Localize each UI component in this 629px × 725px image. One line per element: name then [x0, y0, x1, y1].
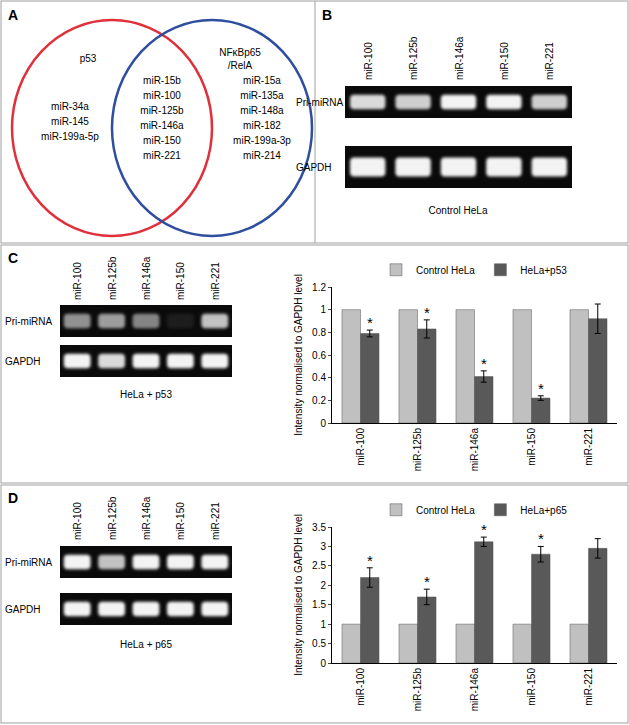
- svg-text:B: B: [322, 7, 332, 23]
- svg-text:GAPDH: GAPDH: [5, 356, 41, 367]
- svg-text:*: *: [538, 380, 544, 397]
- svg-text:0: 0: [320, 658, 326, 669]
- svg-text:*: *: [481, 355, 487, 372]
- svg-text:miR-146a: miR-146a: [140, 120, 184, 131]
- svg-text:miR-221: miR-221: [210, 262, 221, 300]
- svg-text:miR-125b: miR-125b: [140, 105, 184, 116]
- svg-text:miR-146a: miR-146a: [469, 428, 480, 472]
- svg-text:*: *: [481, 521, 487, 538]
- svg-text:*: *: [424, 304, 430, 321]
- svg-text:HeLa+p53: HeLa+p53: [520, 265, 567, 276]
- svg-text:1: 1: [320, 619, 326, 630]
- svg-text:1: 1: [320, 304, 326, 315]
- svg-text:miR-15a: miR-15a: [243, 75, 281, 86]
- svg-text:0.8: 0.8: [312, 327, 326, 338]
- svg-text:*: *: [538, 530, 544, 547]
- svg-text:GAPDH: GAPDH: [296, 162, 332, 173]
- svg-text:*: *: [367, 314, 373, 331]
- svg-text:miR-150: miR-150: [526, 428, 537, 466]
- svg-text:0.5: 0.5: [312, 638, 326, 649]
- svg-text:miR-221: miR-221: [210, 502, 221, 540]
- svg-text:NFκBp65: NFκBp65: [219, 47, 261, 58]
- svg-text:miR-34a: miR-34a: [51, 101, 89, 112]
- svg-text:A: A: [8, 7, 18, 23]
- svg-text:3.5: 3.5: [312, 522, 326, 533]
- svg-text:3: 3: [320, 541, 326, 552]
- svg-text:miR-150: miR-150: [175, 502, 186, 540]
- svg-text:miR-221: miR-221: [583, 668, 594, 706]
- svg-text:*: *: [424, 573, 430, 590]
- svg-text:miR-146a: miR-146a: [454, 36, 465, 80]
- svg-text:HeLa+p65: HeLa+p65: [520, 505, 567, 516]
- svg-text:miR-125b: miR-125b: [412, 668, 423, 712]
- svg-text:miR-135a: miR-135a: [240, 90, 284, 101]
- svg-text:C: C: [8, 250, 18, 266]
- svg-text:miR-221: miR-221: [583, 428, 594, 466]
- svg-text:miR-100: miR-100: [363, 42, 374, 80]
- svg-text:miR-100: miR-100: [143, 90, 181, 101]
- svg-text:miR-221: miR-221: [544, 42, 555, 80]
- svg-text:miR-125b: miR-125b: [412, 428, 423, 472]
- svg-text:GAPDH: GAPDH: [5, 604, 41, 615]
- svg-text:miR-146a: miR-146a: [469, 668, 480, 712]
- svg-text:1.5: 1.5: [312, 599, 326, 610]
- svg-text:Control HeLa: Control HeLa: [416, 265, 475, 276]
- svg-text:HeLa + p53: HeLa + p53: [120, 389, 172, 400]
- svg-text:miR-150: miR-150: [499, 42, 510, 80]
- svg-text:miR-150: miR-150: [143, 135, 181, 146]
- svg-text:miR-125b: miR-125b: [107, 256, 118, 300]
- svg-text:miR-214: miR-214: [243, 150, 281, 161]
- svg-text:miR-100: miR-100: [72, 262, 83, 300]
- svg-text:Pri-miRNA: Pri-miRNA: [5, 316, 53, 327]
- svg-text:Control HeLa: Control HeLa: [429, 205, 488, 216]
- svg-text:0.6: 0.6: [312, 350, 326, 361]
- svg-text:miR-15b: miR-15b: [143, 75, 181, 86]
- svg-text:miR-199a-3p: miR-199a-3p: [233, 135, 291, 146]
- svg-text:0.2: 0.2: [312, 395, 326, 406]
- svg-text:D: D: [8, 490, 18, 506]
- svg-text:miR-182: miR-182: [243, 120, 281, 131]
- svg-text:miR-145: miR-145: [51, 116, 89, 127]
- svg-text:miR-100: miR-100: [355, 668, 366, 706]
- svg-text:p53: p53: [80, 53, 97, 64]
- svg-text:Intensity normalised to GAPDH: Intensity normalised to GAPDH level: [293, 514, 304, 676]
- svg-text:Control HeLa: Control HeLa: [416, 505, 475, 516]
- svg-text:miR-146a: miR-146a: [141, 496, 152, 540]
- svg-text:miR-150: miR-150: [175, 262, 186, 300]
- svg-text:Intensity normalised to GAPDH: Intensity normalised to GAPDH level: [293, 274, 304, 436]
- svg-text:miR-148a: miR-148a: [240, 105, 284, 116]
- svg-text:/RelA: /RelA: [228, 60, 253, 71]
- svg-text:Pri-miRNA: Pri-miRNA: [5, 557, 53, 568]
- svg-text:*: *: [367, 552, 373, 569]
- svg-text:miR-100: miR-100: [355, 428, 366, 466]
- svg-text:miR-146a: miR-146a: [141, 256, 152, 300]
- svg-text:0: 0: [320, 418, 326, 429]
- svg-text:miR-150: miR-150: [526, 668, 537, 706]
- svg-text:1.2: 1.2: [312, 282, 326, 293]
- svg-text:HeLa + p65: HeLa + p65: [120, 639, 172, 650]
- svg-text:miR-199a-5p: miR-199a-5p: [41, 131, 99, 142]
- svg-text:2.5: 2.5: [312, 560, 326, 571]
- svg-text:miR-221: miR-221: [143, 150, 181, 161]
- svg-text:Pri-miRNA: Pri-miRNA: [296, 97, 344, 108]
- svg-text:miR-125b: miR-125b: [107, 496, 118, 540]
- svg-text:miR-125b: miR-125b: [408, 36, 419, 80]
- svg-text:2: 2: [320, 580, 326, 591]
- svg-text:miR-100: miR-100: [72, 502, 83, 540]
- svg-text:0.4: 0.4: [312, 372, 326, 383]
